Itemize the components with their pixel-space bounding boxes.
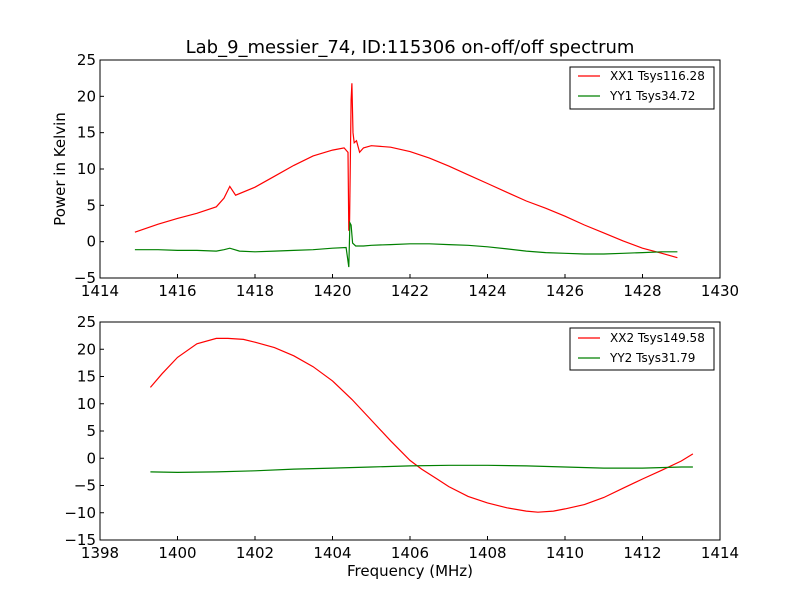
top-x-tick-label: 1416 <box>158 282 196 300</box>
top-legend-box <box>569 66 715 110</box>
top-x-tick-label: 1422 <box>391 282 429 300</box>
bottom-x-tick-label: 1410 <box>546 544 584 562</box>
bottom-x-tick-label: 1400 <box>158 544 196 562</box>
top-y-ticks: −5 0 5 10 15 20 25 <box>74 51 104 287</box>
figure-title: Lab_9_messier_74, ID:115306 on-off/off s… <box>186 37 635 58</box>
bottom-legend-label-yy2: YY2 Tsys31.79 <box>609 351 695 365</box>
bottom-x-tick-label: 1398 <box>81 544 119 562</box>
top-series-yy1-line <box>134 220 678 268</box>
bottom-x-tick-label: 1406 <box>391 544 429 562</box>
bottom-legend-label-xx2: XX2 Tsys149.58 <box>610 331 705 345</box>
top-y-tick-label: 20 <box>77 87 96 105</box>
bottom-y-ticks: −15 −10 −5 0 5 10 15 20 25 <box>64 313 104 549</box>
bottom-x-tick-label: 1414 <box>701 544 739 562</box>
top-y-tick-label: 25 <box>77 51 96 69</box>
bottom-panel: 1398 1400 1402 1404 1406 1408 1410 1412 … <box>64 313 739 580</box>
top-x-tick-label: 1424 <box>468 282 506 300</box>
top-x-tick-label: 1414 <box>81 282 119 300</box>
top-y-tick-label: 5 <box>86 196 96 214</box>
bottom-x-ticks: 1398 1400 1402 1404 1406 1408 1410 1412 … <box>81 536 739 562</box>
bottom-x-tick-label: 1404 <box>313 544 351 562</box>
top-x-tick-label: 1430 <box>701 282 739 300</box>
top-x-ticks: 1414 1416 1418 1420 1422 1424 1426 1428 … <box>81 274 739 300</box>
bottom-plot-frame <box>99 321 721 541</box>
top-legend: XX1 Tsys116.28 YY1 Tsys34.72 <box>569 66 715 110</box>
top-series-xx1-line <box>134 83 678 259</box>
top-legend-label-xx1: XX1 Tsys116.28 <box>610 69 705 83</box>
bottom-y-tick-label: 25 <box>77 313 96 331</box>
top-y-tick-label: 15 <box>77 124 96 142</box>
bottom-y-tick-label: 5 <box>86 422 96 440</box>
bottom-x-tick-label: 1402 <box>236 544 274 562</box>
top-y-tick-label: −5 <box>74 269 96 287</box>
bottom-x-tick-label: 1412 <box>623 544 661 562</box>
top-y-tick-label: 0 <box>86 233 96 251</box>
top-plot-frame <box>99 59 721 279</box>
bottom-y-tick-label: −15 <box>64 531 96 549</box>
bottom-x-tick-label: 1408 <box>468 544 506 562</box>
top-panel: 1414 1416 1418 1420 1422 1424 1426 1428 … <box>51 51 739 300</box>
top-x-tick-label: 1428 <box>623 282 661 300</box>
x-axis-label: Frequency (MHz) <box>347 562 473 580</box>
top-ticks: 1414 1416 1418 1420 1422 1424 1426 1428 … <box>74 51 739 300</box>
top-y-tick-label: 10 <box>77 160 96 178</box>
bottom-ticks: 1398 1400 1402 1404 1406 1408 1410 1412 … <box>64 313 739 562</box>
top-series-group <box>134 83 678 268</box>
bottom-y-tick-label: 10 <box>77 395 96 413</box>
bottom-legend-box <box>569 327 715 371</box>
top-y-axis-label: Power in Kelvin <box>51 112 69 226</box>
top-legend-label-yy1: YY1 Tsys34.72 <box>609 89 695 103</box>
bottom-series-yy2-line <box>150 464 693 474</box>
bottom-y-tick-label: 15 <box>77 368 96 386</box>
bottom-legend: XX2 Tsys149.58 YY2 Tsys31.79 <box>569 327 715 371</box>
bottom-series-xx2-line <box>149 337 694 513</box>
bottom-y-tick-label: −10 <box>64 504 96 522</box>
top-x-tick-label: 1420 <box>313 282 351 300</box>
bottom-y-tick-label: −5 <box>74 477 96 495</box>
top-x-tick-label: 1426 <box>546 282 584 300</box>
bottom-series-group <box>149 337 694 513</box>
top-x-tick-label: 1418 <box>236 282 274 300</box>
bottom-y-tick-label: 0 <box>86 449 96 467</box>
bottom-y-tick-label: 20 <box>77 340 96 358</box>
